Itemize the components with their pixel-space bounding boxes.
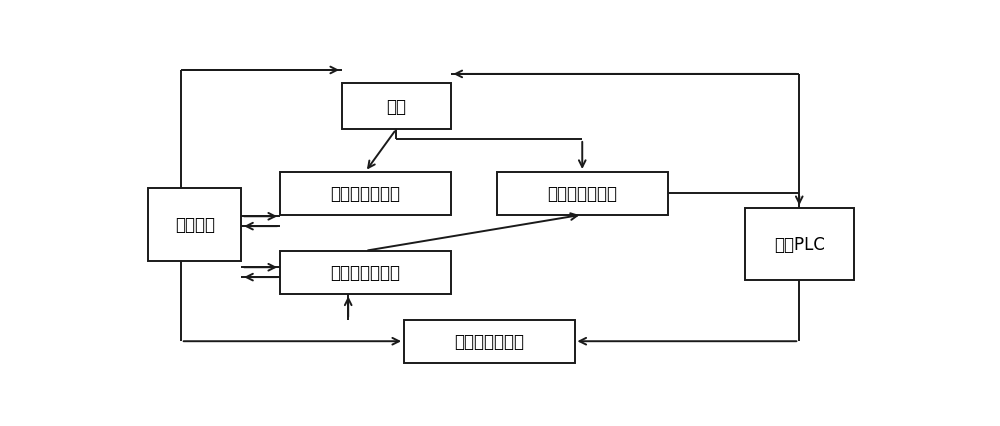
Bar (342, 84, 450, 130)
Text: 连接单元: 连接单元 (175, 216, 215, 234)
Bar (497, 173, 668, 215)
Text: 泄漏电流测试器: 泄漏电流测试器 (330, 264, 400, 282)
Text: 电桥: 电桥 (386, 98, 406, 116)
Bar (745, 209, 854, 281)
Bar (280, 173, 450, 215)
Text: 第一PLC: 第一PLC (774, 236, 825, 253)
Text: 直流高压发生器: 直流高压发生器 (330, 185, 400, 203)
Text: 数字量输入模块: 数字量输入模块 (454, 332, 524, 351)
Bar (148, 189, 241, 261)
Bar (280, 251, 450, 294)
Bar (404, 320, 574, 363)
Text: 模拟量输入模块: 模拟量输入模块 (547, 185, 617, 203)
